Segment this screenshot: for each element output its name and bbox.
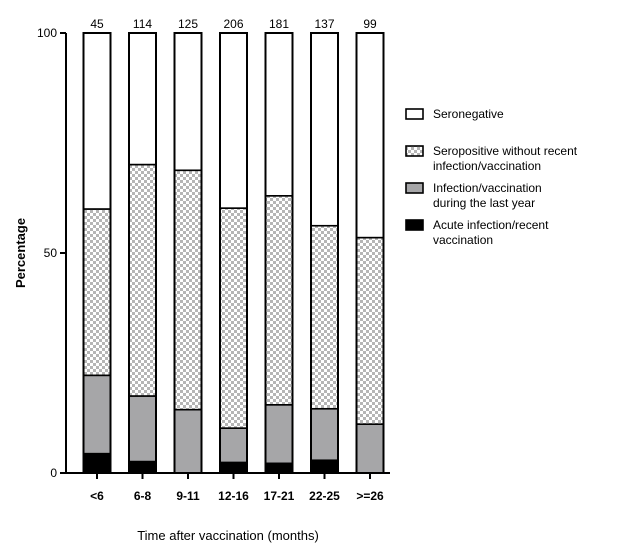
legend-label: vaccination <box>433 233 493 247</box>
legend-swatch <box>405 108 424 120</box>
sample-size-label: 114 <box>133 17 152 31</box>
y-axis-title: Percentage <box>13 218 28 288</box>
y-tick-label: 0 <box>50 466 57 480</box>
x-tick-label: 9-11 <box>176 489 200 503</box>
sample-size-label: 206 <box>223 17 243 31</box>
bar-segment-12-16-series-1 <box>219 461 248 474</box>
legend: Seronegative Seropositive without recenti… <box>405 107 578 247</box>
y-axis-ticks: 0 50 100 <box>37 26 66 480</box>
bar-segment-<6-series-4 <box>82 32 112 210</box>
bar-segment->=26-series-3 <box>355 236 385 425</box>
bar-segment-17-21-series-1 <box>264 462 294 474</box>
bar-segment-6-8-series-1 <box>128 460 157 474</box>
bar-segment-9-11-series-4 <box>173 32 203 172</box>
bar-segment-6-8-series-4 <box>128 32 157 166</box>
bar-segment-17-21-series-4 <box>264 32 294 197</box>
y-tick-label: 100 <box>37 26 57 40</box>
bar-segment-12-16-series-4 <box>219 32 248 209</box>
bar-segment-17-21-series-2 <box>264 403 294 465</box>
bar-segment->=26-series-4 <box>355 32 385 239</box>
y-tick-label: 50 <box>44 246 58 260</box>
x-tick-label: 12-16 <box>218 489 249 503</box>
x-tick-label: 6-8 <box>134 489 152 503</box>
legend-label: infection/vaccination <box>433 159 541 173</box>
bar-segment-9-11-series-2 <box>173 408 203 474</box>
bar-segment-<6-series-3 <box>82 208 112 377</box>
bar-segment-6-8-series-3 <box>128 163 157 397</box>
legend-label: Infection/vaccination <box>433 181 542 195</box>
x-tick-label: <6 <box>90 489 104 503</box>
legend-label: during the last year <box>433 196 535 210</box>
bar-segment-<6-series-1 <box>82 452 112 474</box>
sample-size-label: 45 <box>90 17 104 31</box>
legend-swatch <box>405 145 424 157</box>
bar-segment-9-11-series-3 <box>173 169 203 411</box>
legend-swatch <box>405 219 424 231</box>
legend-label: Seronegative <box>433 107 504 121</box>
x-axis-title: Time after vaccination (months) <box>137 528 319 543</box>
legend-swatch <box>405 182 424 194</box>
bar-segment->=26-series-2 <box>355 423 385 474</box>
x-tick-label: 22-25 <box>309 489 340 503</box>
sample-size-label: 181 <box>269 17 289 31</box>
bar-segment-12-16-series-2 <box>219 427 248 464</box>
x-tick-label: >=26 <box>356 489 384 503</box>
bar-segment-12-16-series-3 <box>219 207 248 429</box>
bar-segment-22-25-series-2 <box>310 407 339 462</box>
x-axis-ticks: <6 6-8 9-11 12-16 17-21 22-25 >=26 <box>90 473 384 503</box>
bar-segment-22-25-series-1 <box>310 459 339 474</box>
bar-segment-<6-series-2 <box>82 374 112 455</box>
bar-segment-22-25-series-3 <box>310 224 339 410</box>
bars-layer <box>82 32 385 474</box>
legend-label: Seropositive without recent <box>433 144 578 158</box>
sample-size-label: 137 <box>314 17 334 31</box>
sample-size-label: 125 <box>178 17 198 31</box>
legend-label: Acute infection/recent <box>433 218 549 232</box>
sample-size-labels: 45 114 125 206 181 137 99 <box>90 17 377 31</box>
bar-segment-22-25-series-4 <box>310 32 339 227</box>
bar-segment-6-8-series-2 <box>128 395 157 463</box>
bar-segment-17-21-series-3 <box>264 195 294 406</box>
sample-size-label: 99 <box>363 17 377 31</box>
x-tick-label: 17-21 <box>264 489 295 503</box>
